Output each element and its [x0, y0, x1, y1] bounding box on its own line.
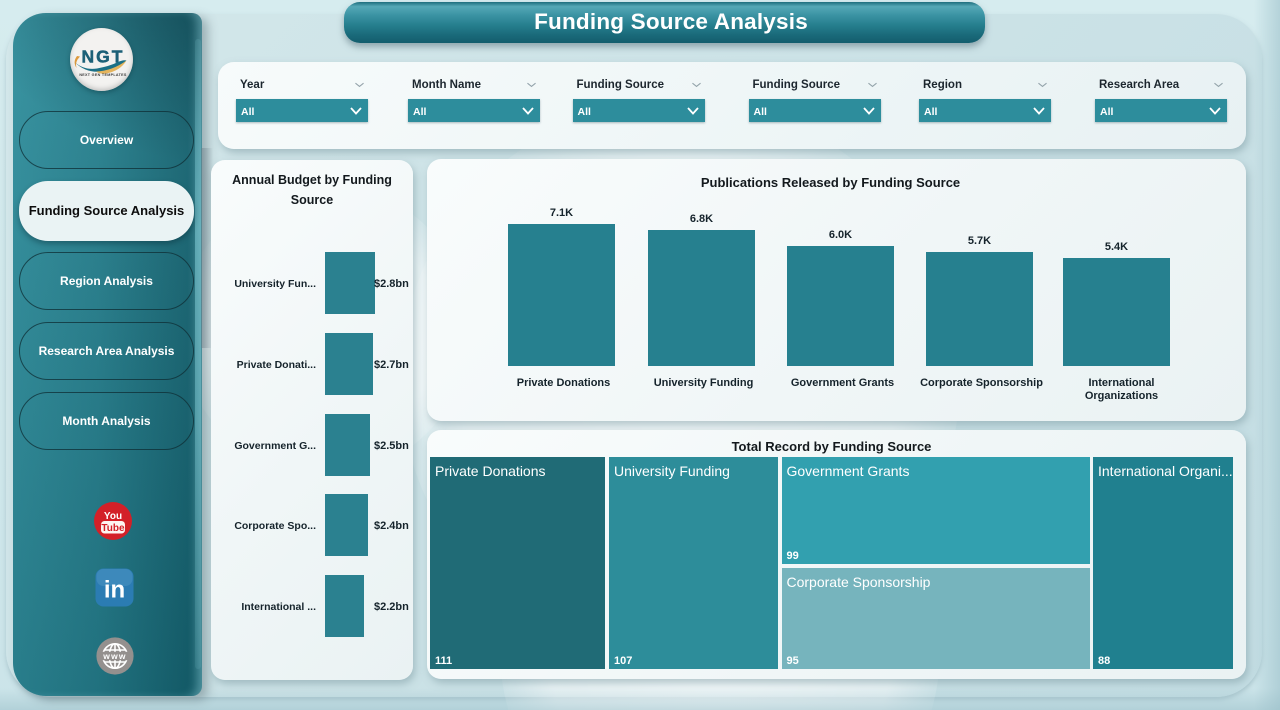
svg-text:www: www [102, 651, 126, 661]
svg-text:in: in [104, 576, 125, 603]
svg-text:Tube: Tube [101, 523, 125, 534]
svg-text:You: You [103, 511, 121, 522]
svg-text:NGT: NGT [82, 47, 125, 67]
svg-text:NEXT GEN TEMPLATES: NEXT GEN TEMPLATES [79, 73, 127, 77]
